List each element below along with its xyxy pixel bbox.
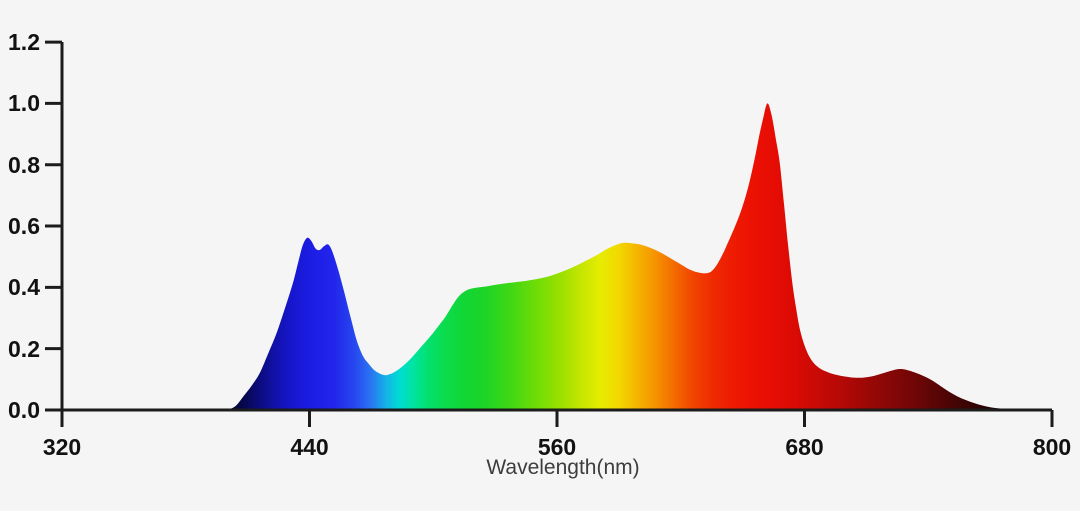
y-tick-label: 0.4 (8, 274, 40, 301)
axes (45, 40, 1054, 427)
spectrum-curve (227, 103, 1036, 410)
x-axis-title: Wavelength(nm) (486, 456, 640, 479)
y-tick-label: 1.0 (8, 90, 40, 117)
y-tick-label: 0.2 (8, 335, 40, 362)
y-tick-label: 0.0 (8, 397, 40, 423)
x-tick-label: 800 (1032, 434, 1072, 460)
x-tick-label: 560 (537, 434, 577, 460)
x-tick-label: 320 (42, 434, 82, 460)
x-tick-label: 440 (290, 434, 329, 460)
y-tick-label: 1.2 (8, 29, 40, 56)
y-tick-label: 0.6 (8, 213, 40, 239)
y-tick-label: 0.8 (8, 151, 40, 178)
x-tick-label: 680 (785, 434, 824, 460)
